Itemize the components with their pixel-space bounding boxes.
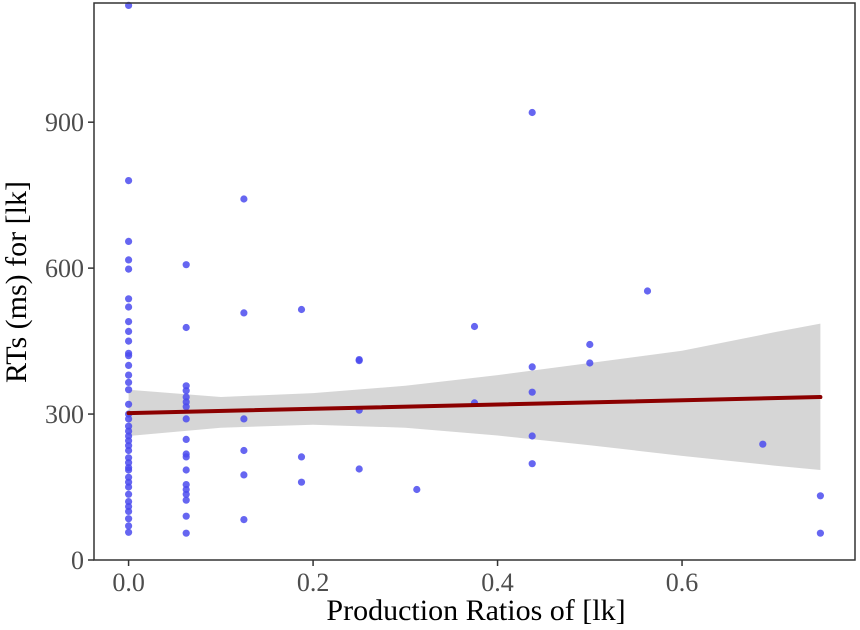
data-point [182, 403, 190, 411]
data-point [182, 490, 190, 498]
y-tick-label: 900 [45, 108, 84, 137]
data-point [528, 363, 536, 371]
data-point [125, 446, 133, 455]
data-point [182, 512, 190, 520]
data-point [125, 327, 133, 335]
data-point [240, 446, 248, 455]
x-tick-label: 0.4 [481, 568, 514, 597]
data-point [125, 303, 133, 311]
data-point [125, 378, 133, 386]
data-point [125, 295, 133, 303]
data-point [586, 359, 594, 367]
data-point [125, 177, 133, 185]
data-point [125, 507, 133, 515]
data-point [240, 516, 248, 524]
data-point [125, 522, 133, 530]
y-tick-label: 300 [45, 400, 84, 429]
data-point [182, 415, 190, 423]
data-point [297, 478, 306, 486]
y-tick-label: 600 [45, 254, 84, 283]
data-point [528, 388, 536, 396]
data-point [182, 435, 190, 443]
data-point [528, 460, 536, 468]
data-point [413, 485, 421, 494]
data-point [586, 340, 594, 349]
data-point [182, 529, 190, 537]
data-point [182, 387, 190, 395]
x-tick-label: 0.6 [666, 568, 699, 597]
data-point [182, 466, 190, 474]
data-point [816, 529, 825, 537]
data-point [125, 361, 133, 369]
data-point [125, 237, 133, 245]
data-point [125, 415, 133, 423]
data-point [759, 440, 767, 448]
data-point [240, 309, 248, 317]
data-point [182, 453, 190, 461]
data-point [125, 483, 133, 491]
regression-line [126, 395, 823, 416]
plot-frame [93, 2, 856, 561]
data-point [125, 265, 133, 273]
data-point [240, 415, 248, 423]
data-point [297, 305, 306, 314]
data-point [528, 108, 536, 117]
data-point [125, 256, 133, 264]
data-point [816, 492, 825, 500]
data-point [182, 323, 190, 332]
data-point [297, 453, 306, 461]
data-point [470, 322, 479, 331]
data-point [182, 261, 190, 269]
data-point [125, 318, 133, 326]
data-point [355, 465, 363, 473]
x-tick-label: 0.2 [297, 568, 330, 597]
y-tick-label: 0 [71, 546, 84, 575]
data-point [125, 352, 133, 360]
confidence-ribbon [128, 323, 821, 470]
data-point [125, 386, 133, 394]
y-axis-title: RTs (ms) for [lk] [0, 181, 33, 383]
data-point [182, 496, 190, 504]
data-point [125, 515, 133, 523]
data-point [355, 357, 363, 365]
data-point [125, 528, 133, 536]
data-point [240, 195, 248, 203]
data-point [125, 466, 133, 474]
data-point [643, 287, 652, 295]
data-point [125, 400, 133, 408]
data-point [125, 490, 133, 498]
data-point [240, 471, 248, 479]
x-tick-label: 0.0 [112, 568, 145, 597]
x-axis-title: Production Ratios of [lk] [326, 594, 625, 627]
data-point [125, 371, 133, 379]
data-point [125, 337, 133, 345]
data-point [528, 432, 536, 440]
